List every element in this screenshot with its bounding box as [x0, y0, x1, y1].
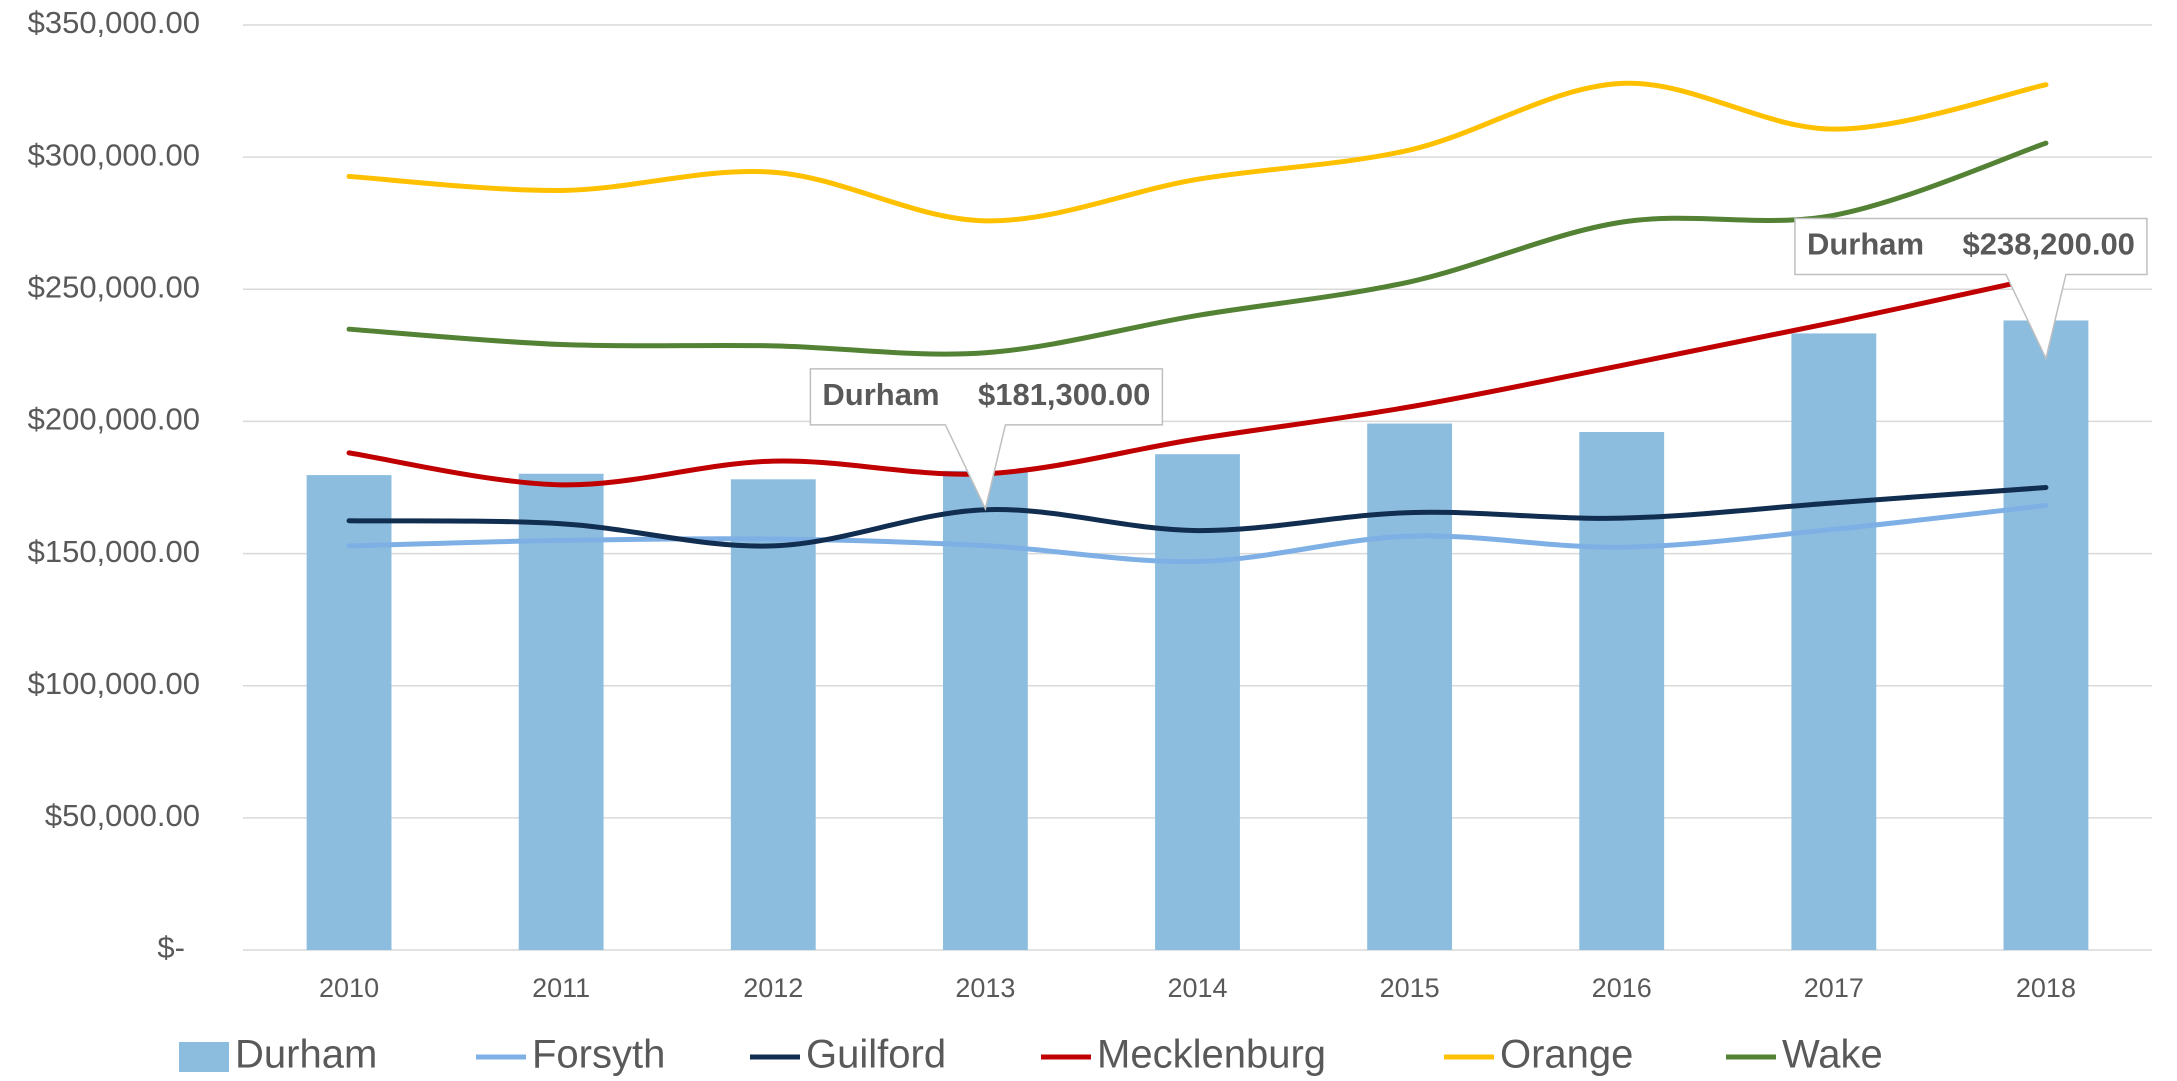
bar: [1579, 432, 1665, 950]
y-tick-label: $-: [157, 930, 185, 965]
legend-label: Wake: [1782, 1033, 1883, 1077]
x-tick-label: 2012: [743, 973, 803, 1003]
callout: Durham $238,200.00: [1794, 217, 2148, 361]
callout: Durham $181,300.00: [809, 368, 1164, 512]
legend-label: Orange: [1500, 1033, 1633, 1077]
y-tick-label: $350,000.00: [28, 5, 200, 40]
bar: [518, 473, 604, 950]
bar: [942, 470, 1028, 950]
bar: [730, 479, 816, 950]
callout-series: Durham: [822, 377, 939, 412]
legend-label: Forsyth: [532, 1033, 665, 1077]
x-tick-label: 2010: [319, 973, 379, 1003]
line-series: [346, 273, 2049, 488]
legend-label: Guilford: [806, 1033, 946, 1077]
data-label: $238,200.00: [1963, 227, 2135, 262]
legend-label: Durham: [235, 1033, 377, 1077]
y-tick-label: $300,000.00: [28, 137, 200, 172]
y-tick-label: $250,000.00: [28, 269, 200, 304]
x-tick-label: 2018: [2016, 973, 2076, 1003]
y-tick-label: $100,000.00: [28, 666, 200, 701]
bar: [1791, 333, 1877, 951]
bar: [1155, 454, 1240, 950]
bar: [2003, 320, 2089, 950]
line-series: [346, 140, 2049, 357]
x-tick-label: 2011: [532, 973, 590, 1003]
line-series: [346, 80, 2049, 224]
x-tick-label: 2016: [1592, 973, 1652, 1003]
line-series: [346, 502, 2049, 565]
x-tick-label: 2013: [955, 973, 1015, 1003]
line-series: [346, 485, 2049, 549]
x-tick-label: 2017: [1804, 973, 1864, 1003]
legend-swatch: [179, 1042, 229, 1072]
data-label: $181,300.00: [978, 377, 1150, 412]
y-tick-label: $150,000.00: [28, 534, 200, 569]
callout-box: [809, 368, 1164, 512]
bar: [1367, 423, 1453, 950]
legend-label: Mecklenburg: [1097, 1033, 1326, 1077]
bar: [306, 475, 392, 950]
callout-series: Durham: [1807, 227, 1924, 262]
x-tick-label: 2015: [1380, 973, 1440, 1003]
y-tick-label: $200,000.00: [28, 402, 200, 437]
callout-box: [1794, 217, 2148, 361]
y-tick-label: $50,000.00: [45, 798, 200, 833]
x-tick-label: 2014: [1167, 973, 1227, 1003]
